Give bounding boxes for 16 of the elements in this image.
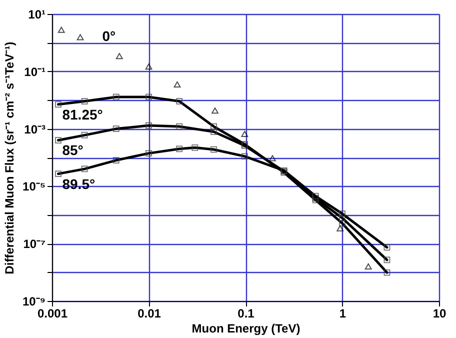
y-tick-label: 10⁻⁹ <box>22 294 46 308</box>
x-axis-title: Muon Energy (TeV) <box>192 322 300 336</box>
y-axis-title: Differential Muon Flux (sr⁻¹ cm⁻² s⁻¹TeV⁻¹) <box>2 42 16 274</box>
x-tick-label: 0.001 <box>37 306 68 320</box>
y-tick-label: 10⁻⁷ <box>23 237 46 252</box>
x-tick-label: 1 <box>339 306 346 320</box>
x-tick-label: 10 <box>432 306 446 320</box>
y-tick-label: 10⁻³ <box>24 122 46 136</box>
x-tick-label: 0.1 <box>238 306 255 320</box>
series-label: 81.25° <box>62 106 103 122</box>
series-label: 85° <box>62 142 84 158</box>
y-tick-label: 10⁻⁵ <box>22 180 46 194</box>
y-tick-label: 10¹ <box>28 8 46 22</box>
x-tick-label: 0.01 <box>138 306 162 320</box>
series-label: 0° <box>102 28 116 44</box>
y-tick-label: 10⁻¹ <box>24 64 46 79</box>
